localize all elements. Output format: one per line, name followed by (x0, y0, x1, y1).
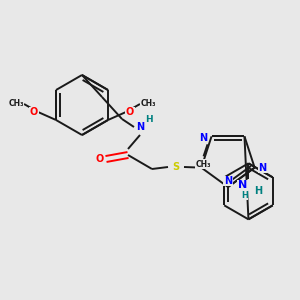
Text: N: N (224, 176, 232, 186)
Text: CH₃: CH₃ (8, 100, 24, 109)
Text: S: S (172, 162, 180, 172)
Text: O: O (30, 107, 38, 117)
Text: N: N (259, 163, 267, 173)
Text: N: N (200, 133, 208, 143)
Text: H: H (254, 186, 262, 196)
Text: N: N (136, 122, 144, 132)
Text: H: H (145, 115, 153, 124)
Text: CH₃: CH₃ (196, 160, 211, 169)
Text: N: N (238, 180, 247, 190)
Text: CH₃: CH₃ (140, 100, 156, 109)
Text: O: O (126, 107, 134, 117)
Text: O: O (96, 154, 104, 164)
Text: H: H (241, 191, 248, 200)
